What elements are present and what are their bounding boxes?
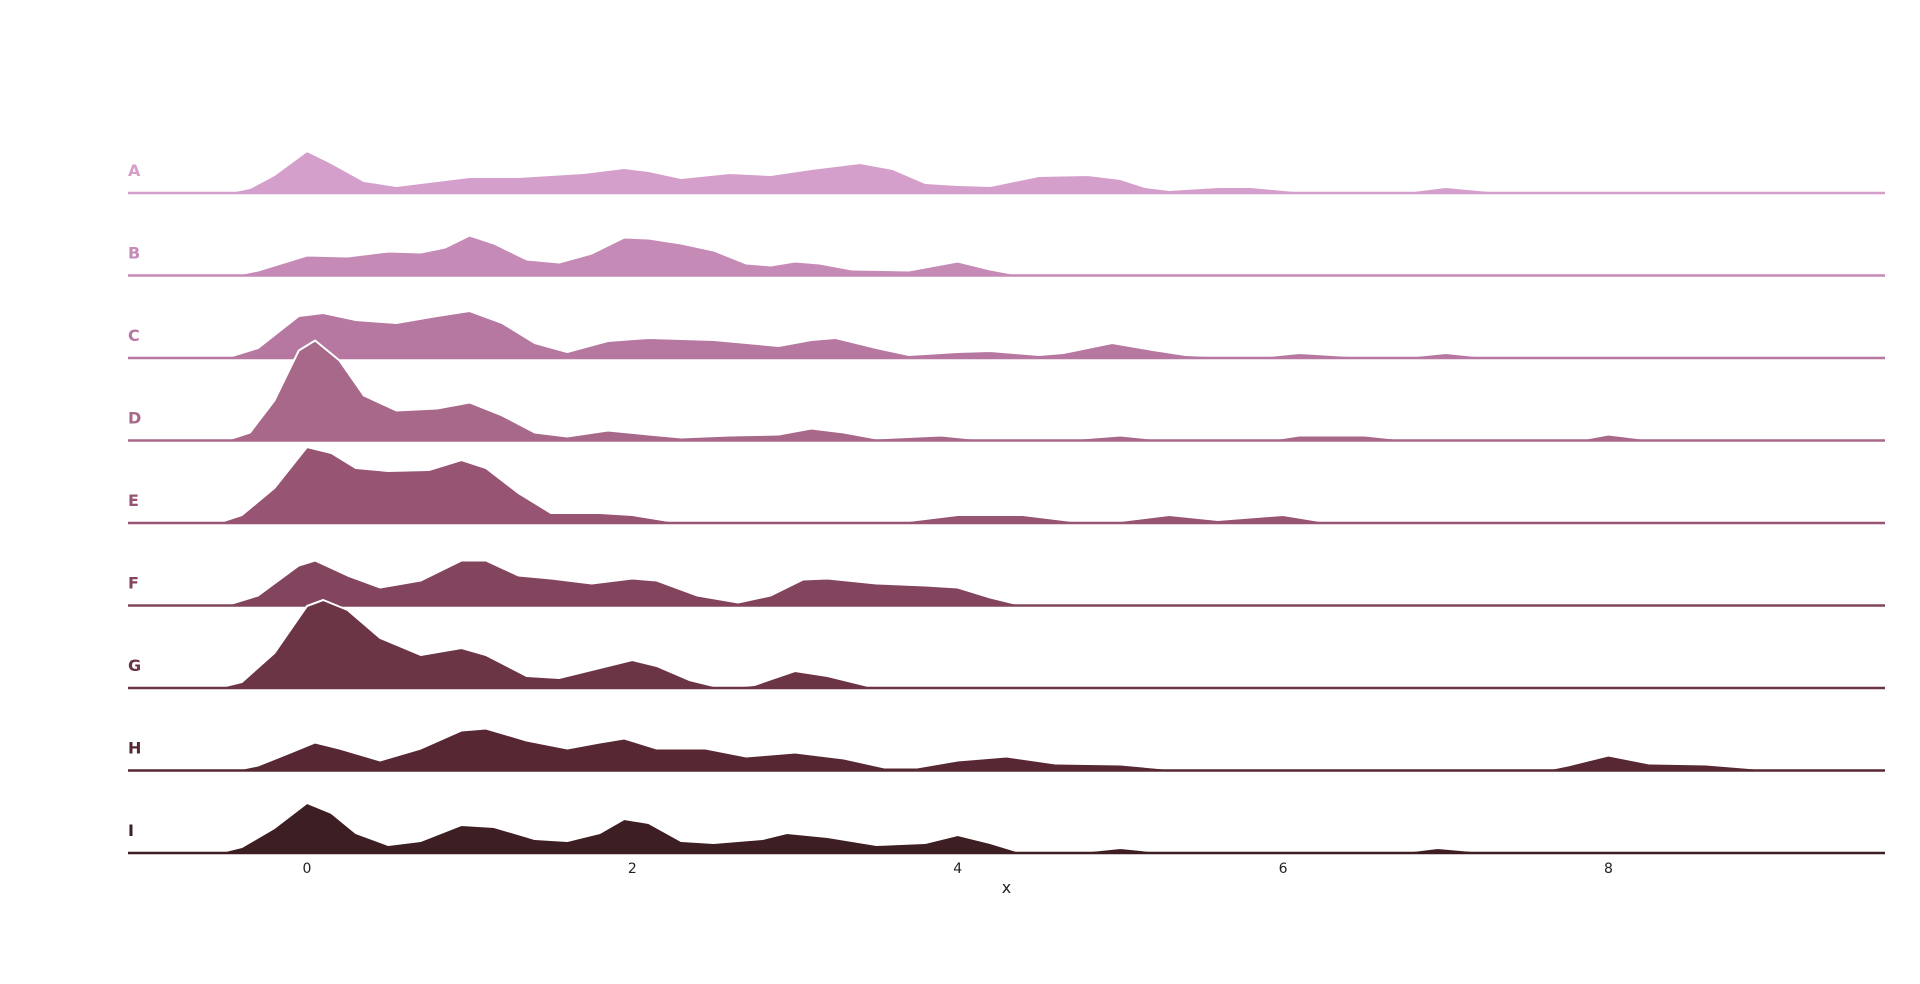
density-area-d <box>127 339 1886 442</box>
density-area-b <box>127 234 1886 277</box>
x-tick-label: 8 <box>1604 861 1613 877</box>
density-area-g <box>127 599 1886 689</box>
ridge-g: G <box>127 599 1886 690</box>
ridge-h: H <box>127 727 1886 772</box>
x-axis-ticks: 0 2 4 6 8 <box>303 861 1613 877</box>
ridges: A B C D E F G H I <box>127 150 1886 855</box>
density-area-a <box>127 150 1886 194</box>
ridge-e: E <box>127 446 1886 525</box>
ridge-f: F <box>127 559 1886 607</box>
ridge-d: D <box>127 339 1886 442</box>
row-label-g: G <box>128 656 141 675</box>
x-tick-label: 0 <box>303 861 312 877</box>
density-area-f <box>127 559 1886 607</box>
ridge-a: A <box>127 150 1886 195</box>
row-label-h: H <box>128 739 141 758</box>
row-label-i: I <box>128 821 134 840</box>
x-tick-label: 2 <box>628 861 637 877</box>
x-axis-label: x <box>1002 878 1011 897</box>
ridge-b: B <box>127 234 1886 277</box>
density-area-i <box>127 802 1886 854</box>
ridge-c: C <box>127 310 1886 360</box>
ridge-i: I <box>127 802 1886 855</box>
row-label-a: A <box>128 161 141 180</box>
density-area-h <box>127 727 1886 772</box>
row-label-e: E <box>128 491 139 510</box>
x-tick-label: 4 <box>953 861 962 877</box>
density-area-e <box>127 446 1886 524</box>
row-label-d: D <box>128 409 141 428</box>
row-label-f: F <box>128 574 139 593</box>
row-label-b: B <box>128 244 140 263</box>
row-label-c: C <box>128 326 140 345</box>
x-tick-label: 6 <box>1279 861 1288 877</box>
density-area-c <box>127 310 1886 359</box>
